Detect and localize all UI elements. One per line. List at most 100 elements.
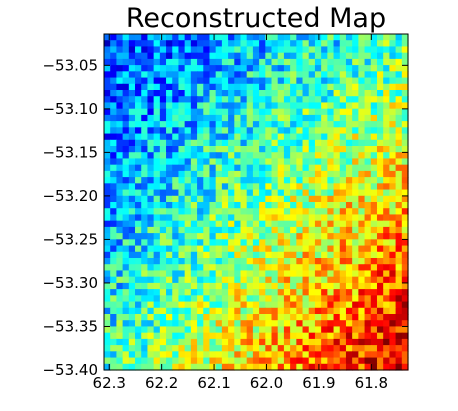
heatmap-cell (314, 195, 322, 203)
heatmap-cell (395, 65, 403, 72)
heatmap-cell (296, 146, 304, 153)
heatmap-cell (184, 170, 192, 178)
heatmap-cell (240, 121, 248, 128)
heatmap-cell (364, 170, 372, 178)
heatmap-cell (116, 77, 124, 85)
heatmap-cell (333, 158, 341, 166)
heatmap-cell (240, 52, 248, 60)
heatmap-cell (358, 189, 366, 197)
heatmap-cell (190, 146, 198, 153)
heatmap-cell (172, 220, 180, 228)
heatmap-cell (364, 164, 372, 172)
heatmap-cell (203, 189, 211, 197)
heatmap-cell (376, 102, 384, 110)
heatmap-cell (327, 226, 335, 234)
heatmap-cell (110, 320, 117, 328)
heatmap-cell (240, 338, 248, 346)
heatmap-cell (252, 251, 260, 259)
heatmap-cell (240, 183, 248, 191)
heatmap-cell (159, 301, 167, 309)
heatmap-cell (308, 220, 316, 228)
heatmap-cell (159, 108, 167, 116)
heatmap-cell (172, 202, 180, 209)
heatmap-cell (197, 301, 204, 309)
heatmap-cell (110, 351, 117, 359)
heatmap-cell (383, 289, 390, 296)
heatmap-cell (166, 183, 173, 191)
heatmap-cell (259, 258, 266, 265)
x-axis: 62.3 62.2 62.1 62.0 61.9 61.8 (93, 34, 388, 392)
heatmap-cell (376, 34, 384, 41)
heatmap-cell (314, 102, 322, 110)
heatmap-cell (197, 114, 204, 122)
heatmap-cell (141, 133, 149, 141)
heatmap-cell (166, 295, 173, 303)
heatmap-cell (271, 183, 279, 191)
heatmap-cell (358, 65, 366, 72)
heatmap-cell (203, 282, 211, 290)
heatmap-cell (352, 220, 359, 228)
heatmap-cell (190, 90, 198, 97)
heatmap-cell (246, 139, 254, 147)
heatmap-cell (376, 301, 384, 309)
heatmap-cell (376, 320, 384, 328)
heatmap-cell (159, 96, 167, 104)
heatmap-cell (234, 90, 242, 97)
heatmap-cell (147, 326, 155, 334)
heatmap-cell (271, 214, 279, 222)
heatmap-cell (240, 164, 248, 172)
heatmap-cell (147, 320, 155, 328)
heatmap-cell (122, 139, 130, 147)
heatmap-cell (302, 202, 310, 209)
heatmap-cell (259, 233, 266, 240)
heatmap-cell (209, 332, 217, 340)
heatmap-cell (358, 214, 366, 222)
heatmap-cell (314, 96, 322, 104)
heatmap-cell (327, 301, 335, 309)
heatmap-cell (277, 114, 285, 122)
heatmap-cell (401, 326, 409, 334)
heatmap-cell (104, 239, 111, 247)
heatmap-cell (389, 90, 397, 97)
heatmap-cell (234, 282, 242, 290)
heatmap-cell (141, 40, 149, 48)
heatmap-cell (234, 158, 242, 166)
heatmap-cell (203, 121, 211, 128)
heatmap-cell (358, 77, 366, 85)
heatmap-cell (376, 276, 384, 284)
heatmap-cell (209, 139, 217, 147)
heatmap-cell (153, 189, 161, 197)
heatmap-cell (283, 220, 291, 228)
heatmap-cell (271, 202, 279, 209)
heatmap-cell (283, 351, 291, 359)
heatmap-cell (290, 158, 297, 166)
heatmap-cell (178, 121, 186, 128)
heatmap-cell (308, 102, 316, 110)
heatmap-cell (252, 77, 260, 85)
heatmap-cell (271, 276, 279, 284)
heatmap-cell (302, 289, 310, 296)
heatmap-cell (184, 183, 192, 191)
heatmap-cell (203, 264, 211, 272)
heatmap-cell (203, 245, 211, 253)
heatmap-cell (345, 133, 353, 141)
heatmap-cell (197, 307, 204, 315)
heatmap-cell (302, 158, 310, 166)
heatmap-cell (104, 220, 111, 228)
heatmap-cell (308, 189, 316, 197)
heatmap-cell (153, 170, 161, 178)
heatmap-cell (271, 282, 279, 290)
heatmap-cell (302, 345, 310, 352)
heatmap-cell (178, 320, 186, 328)
heatmap-cell (345, 351, 353, 359)
heatmap-cell (221, 158, 229, 166)
heatmap-cell (153, 65, 161, 72)
heatmap-cell (159, 202, 167, 209)
heatmap-cell (259, 332, 266, 340)
heatmap-cell (246, 208, 254, 216)
heatmap-cell (178, 226, 186, 234)
heatmap-cell (190, 363, 198, 371)
heatmap-cell (252, 170, 260, 178)
heatmap-cell (352, 34, 359, 41)
heatmap-cell (259, 139, 266, 147)
